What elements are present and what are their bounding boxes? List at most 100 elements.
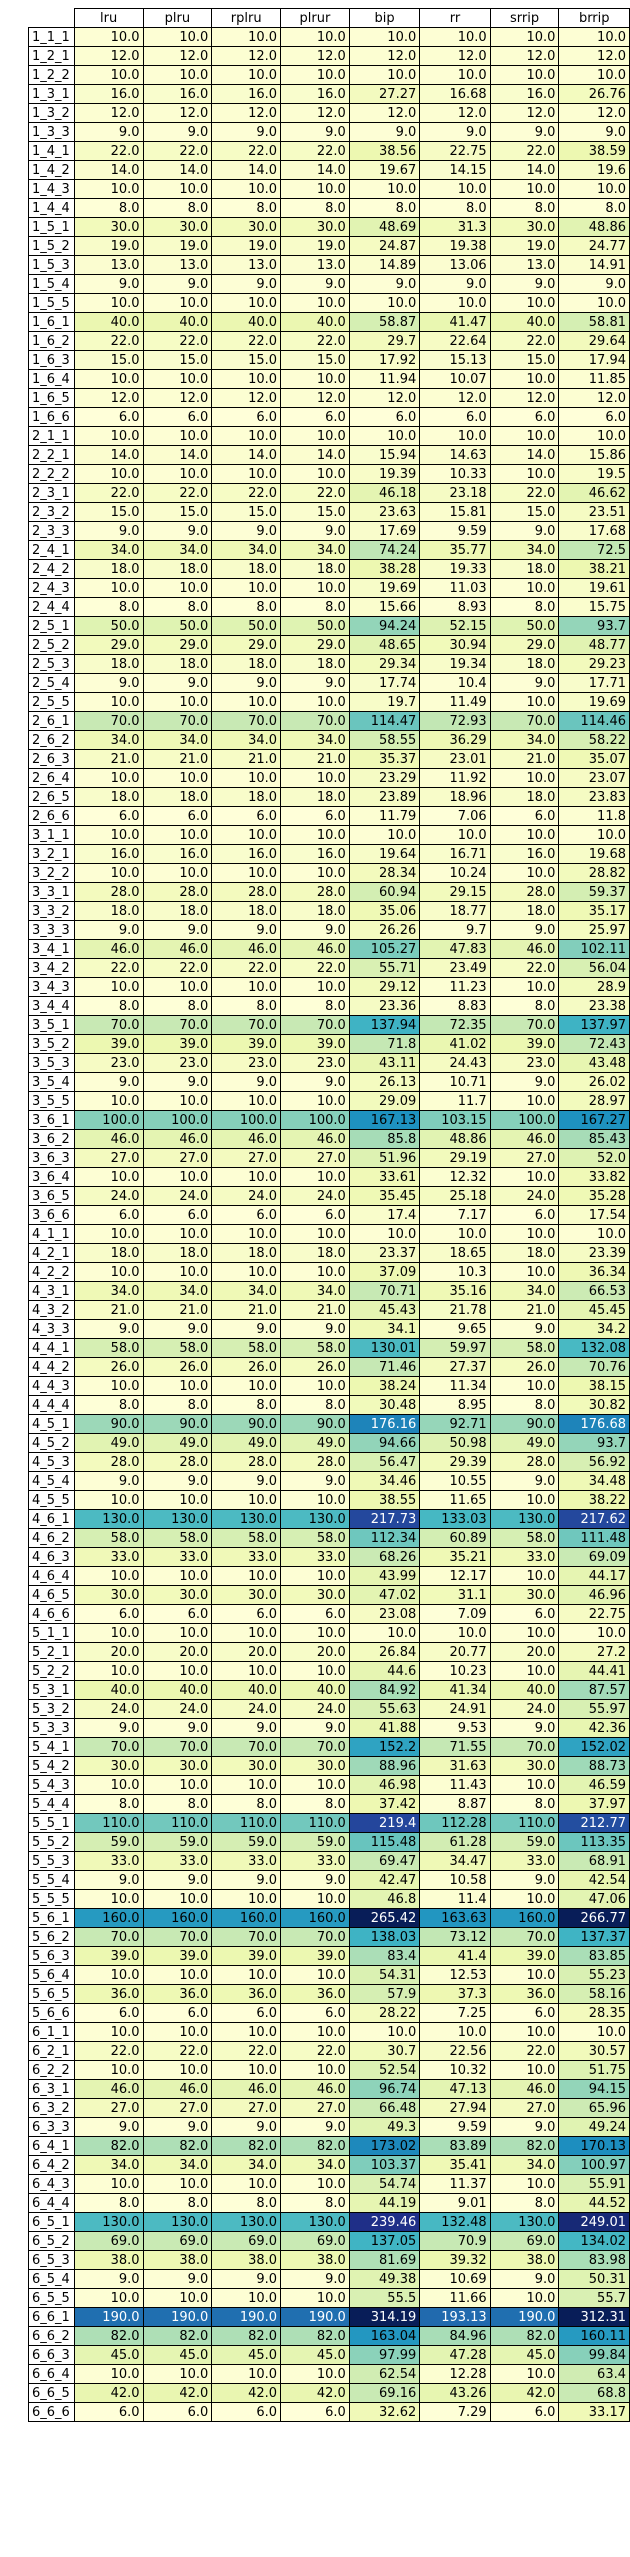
value-cell: 82.0 — [73, 2326, 144, 2346]
table-row: 4_3_2 21.0 21.0 21.0 21.0 45.43 21.78 21.0 45.45 — [28, 1300, 630, 1320]
value-cell: 8.0 — [558, 198, 630, 218]
value-cell: 28.0 — [280, 882, 350, 902]
value-cell: 33.0 — [489, 1851, 560, 1871]
value-cell: 9.0 — [280, 274, 350, 294]
value-cell: 10.0 — [211, 1167, 282, 1187]
value-cell: 21.0 — [489, 749, 560, 769]
row-label: 3_5_5 — [28, 1091, 75, 1111]
row-label: 1_4_2 — [28, 160, 75, 180]
value-cell: 24.0 — [489, 1186, 560, 1206]
value-cell: 22.0 — [142, 958, 213, 978]
value-cell: 18.0 — [280, 901, 350, 921]
value-cell: 10.0 — [142, 1775, 213, 1795]
table-row: 1_3_3 9.0 9.0 9.0 9.0 9.0 9.0 9.0 9.0 — [28, 122, 630, 142]
row-label: 4_6_2 — [28, 1528, 75, 1548]
value-cell: 39.0 — [489, 1034, 560, 1054]
value-cell: 24.91 — [419, 1699, 491, 1719]
value-cell: 55.5 — [348, 2288, 421, 2308]
value-cell: 6.0 — [211, 1604, 282, 1624]
value-cell: 29.7 — [348, 331, 421, 351]
value-cell: 27.0 — [142, 1148, 213, 1168]
value-cell: 102.11 — [558, 939, 630, 959]
value-cell: 38.0 — [489, 2250, 560, 2270]
value-cell: 10.0 — [142, 1566, 213, 1586]
value-cell: 58.55 — [348, 730, 421, 750]
row-label: 6_3_1 — [28, 2079, 75, 2099]
value-cell: 58.16 — [558, 1984, 630, 2004]
value-cell: 10.0 — [211, 1224, 282, 1244]
table-row: 2_5_3 18.0 18.0 18.0 18.0 29.34 19.34 18.0 29.23 — [28, 654, 630, 674]
row-label: 6_4_4 — [28, 2193, 75, 2213]
value-cell: 9.59 — [419, 2117, 491, 2137]
value-cell: 9.0 — [211, 2117, 282, 2137]
value-cell: 9.0 — [489, 1319, 560, 1339]
value-cell: 18.0 — [142, 1243, 213, 1263]
value-cell: 70.0 — [280, 1737, 350, 1757]
value-cell: 25.18 — [419, 1186, 491, 1206]
table-row: 6_1_1 10.0 10.0 10.0 10.0 10.0 10.0 10.0 10.0 — [28, 2022, 630, 2042]
value-cell: 10.0 — [489, 65, 560, 85]
value-cell: 59.0 — [280, 1832, 350, 1852]
value-cell: 9.0 — [280, 673, 350, 693]
value-cell: 69.0 — [73, 2231, 144, 2251]
value-cell: 130.0 — [489, 1509, 560, 1529]
value-cell: 9.0 — [558, 274, 630, 294]
value-cell: 18.0 — [211, 654, 282, 674]
table-row: 5_5_5 10.0 10.0 10.0 10.0 46.8 11.4 10.0 47.06 — [28, 1889, 630, 1909]
value-cell: 7.25 — [419, 2003, 491, 2023]
value-cell: 46.0 — [73, 2079, 144, 2099]
value-cell: 10.3 — [419, 1262, 491, 1282]
value-cell: 18.0 — [142, 901, 213, 921]
row-label: 6_2_1 — [28, 2041, 75, 2061]
value-cell: 28.0 — [142, 1452, 213, 1472]
value-cell: 8.0 — [142, 597, 213, 617]
value-cell: 90.0 — [142, 1414, 213, 1434]
value-cell: 10.0 — [489, 578, 560, 598]
value-cell: 34.0 — [73, 2155, 144, 2175]
value-cell: 190.0 — [142, 2307, 213, 2327]
value-cell: 70.71 — [348, 1281, 421, 1301]
value-cell: 22.64 — [419, 331, 491, 351]
value-cell: 9.0 — [489, 1718, 560, 1738]
value-cell: 10.0 — [73, 464, 144, 484]
value-cell: 10.0 — [73, 2060, 144, 2080]
value-cell: 10.0 — [489, 27, 560, 47]
table-row: 3_5_1 70.0 70.0 70.0 70.0 137.94 72.35 70.0 137.… — [28, 1015, 630, 1035]
value-cell: 6.0 — [280, 407, 350, 427]
table-row: 5_6_3 39.0 39.0 39.0 39.0 83.4 41.4 39.0 83.85 — [28, 1946, 630, 1966]
value-cell: 24.0 — [280, 1699, 350, 1719]
value-cell: 23.89 — [348, 787, 421, 807]
value-cell: 40.0 — [211, 1680, 282, 1700]
value-cell: 46.0 — [489, 2079, 560, 2099]
value-cell: 18.0 — [489, 1243, 560, 1263]
value-cell: 8.87 — [419, 1794, 491, 1814]
value-cell: 10.0 — [142, 692, 213, 712]
value-cell: 65.96 — [558, 2098, 630, 2118]
value-cell: 12.53 — [419, 1965, 491, 1985]
value-cell: 34.0 — [489, 1281, 560, 1301]
value-cell: 19.0 — [211, 236, 282, 256]
value-cell: 22.0 — [73, 141, 144, 161]
value-cell: 10.0 — [73, 65, 144, 85]
value-cell: 9.0 — [280, 122, 350, 142]
value-cell: 10.0 — [489, 293, 560, 313]
value-cell: 10.0 — [211, 692, 282, 712]
value-cell: 10.0 — [142, 1224, 213, 1244]
row-label: 4_4_3 — [28, 1376, 75, 1396]
value-cell: 30.0 — [489, 217, 560, 237]
value-cell: 33.82 — [558, 1167, 630, 1187]
value-cell: 50.0 — [489, 616, 560, 636]
value-cell: 43.99 — [348, 1566, 421, 1586]
value-cell: 18.0 — [489, 901, 560, 921]
value-cell: 99.84 — [558, 2345, 630, 2365]
value-cell: 36.0 — [211, 1984, 282, 2004]
row-label: 6_4_3 — [28, 2174, 75, 2194]
value-cell: 8.0 — [489, 996, 560, 1016]
table-row: 3_6_1 100.0 100.0 100.0 100.0 167.13 103.15 100… — [28, 1110, 630, 1130]
table-row: 2_2_2 10.0 10.0 10.0 10.0 19.39 10.33 10.0 19.5 — [28, 464, 630, 484]
row-label: 5_4_1 — [28, 1737, 75, 1757]
value-cell: 34.0 — [211, 1281, 282, 1301]
row-label: 3_6_6 — [28, 1205, 75, 1225]
value-cell: 9.0 — [142, 1471, 213, 1491]
value-cell: 22.0 — [211, 141, 282, 161]
